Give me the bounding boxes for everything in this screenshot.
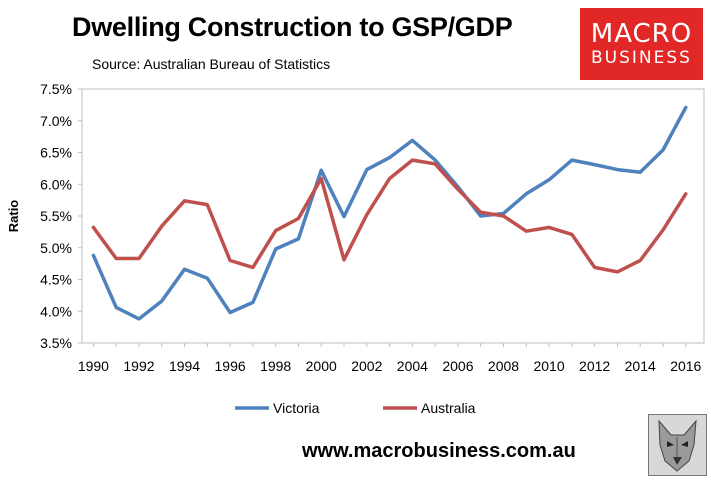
x-tick-label: 1992 [123,358,154,374]
wolf-icon [658,419,697,472]
x-tick-label: 2014 [625,358,656,374]
y-tick-label: 7.0% [40,113,72,129]
website-url: www.macrobusiness.com.au [302,440,576,462]
y-tick-label: 6.5% [40,145,72,161]
y-axis-label: Ratio [6,200,21,233]
macro-business-logo: MACRO BUSINESS [580,8,703,80]
series-line-victoria [91,105,688,321]
x-tick-label: 2006 [442,358,473,374]
legend-label-australia: Australia [421,400,476,416]
wolf-logo [648,414,707,476]
x-tick-label: 2010 [533,358,564,374]
chart-title: Dwelling Construction to GSP/GDP [72,12,513,42]
x-tick-label: 2016 [670,358,701,374]
x-tick-label: 2000 [306,358,337,374]
y-tick-label: 3.5% [40,335,72,351]
chart-subtitle: Source: Australian Bureau of Statistics [92,56,331,72]
legend: Victoria Australia [235,400,476,416]
series-layer [91,105,688,321]
y-tick-label: 7.5% [40,81,72,97]
x-tick-label: 2002 [351,358,382,374]
y-tick-label: 4.5% [40,272,72,288]
y-tick-label: 5.5% [40,208,72,224]
x-tick-label: 1994 [169,358,200,374]
series-line-australia [91,158,688,274]
y-tick-label: 4.0% [40,303,72,319]
plot-area [81,88,705,344]
legend-label-victoria: Victoria [273,400,320,416]
x-tick-label: 2012 [579,358,610,374]
x-tick-label: 1998 [260,358,291,374]
x-tick-label: 2004 [397,358,428,374]
axes: 3.5% 4.0% 4.5% 5.0% 5.5% 6.0% 6.5% 7.0% 7.5% 1990… [40,81,701,374]
x-tick-label: 1996 [215,358,246,374]
y-tick-label: 5.0% [40,240,72,256]
logo-line-2: BUSINESS [591,48,692,68]
y-tick-label: 6.0% [40,176,72,192]
logo-line-1: MACRO [590,19,693,49]
x-tick-label: 2008 [488,358,519,374]
x-tick-label: 1990 [78,358,109,374]
